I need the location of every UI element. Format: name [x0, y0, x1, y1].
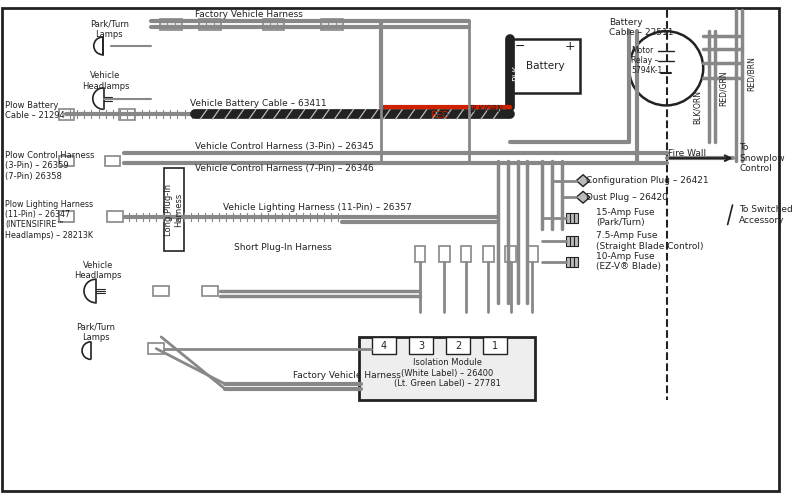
Bar	[574, 257, 578, 266]
Bar	[506, 246, 516, 261]
Text: Plow Battery
Cable – 21294: Plow Battery Cable – 21294	[5, 101, 65, 120]
Text: To
Snowplow
Control: To Snowplow Control	[739, 143, 785, 173]
Text: 10-Amp Fuse
(EZ-V® Blade): 10-Amp Fuse (EZ-V® Blade)	[596, 252, 661, 271]
Text: Long Plug-In
Harness: Long Plug-In Harness	[164, 184, 183, 236]
Text: Configuration Plug – 26421: Configuration Plug – 26421	[586, 176, 709, 185]
Text: Short Plug-In Harness: Short Plug-In Harness	[234, 243, 332, 251]
Text: 3: 3	[418, 341, 424, 351]
Text: Battery: Battery	[526, 61, 564, 71]
Text: Plow Control Harness
(3-Pin) – 26359
(7-Pin) 26358: Plow Control Harness (3-Pin) – 26359 (7-…	[5, 151, 94, 181]
Text: Park/Turn
Lamps: Park/Turn Lamps	[90, 19, 129, 39]
Bar	[566, 237, 570, 246]
Bar	[510, 39, 580, 93]
Bar	[199, 18, 221, 30]
Text: 4: 4	[381, 341, 387, 351]
Bar	[154, 285, 169, 296]
Text: Park/Turn
Lamps: Park/Turn Lamps	[76, 322, 115, 342]
Bar	[160, 18, 182, 30]
Bar	[483, 246, 494, 261]
Text: 15-Amp Fuse
(Park/Turn): 15-Amp Fuse (Park/Turn)	[596, 208, 654, 228]
Bar	[566, 257, 570, 266]
Bar	[58, 156, 74, 167]
Text: Vehicle Lighting Harness (11-Pin) – 26357: Vehicle Lighting Harness (11-Pin) – 2635…	[222, 204, 411, 213]
Text: Dust Plug – 26420: Dust Plug – 26420	[586, 193, 668, 202]
Text: RED: RED	[430, 111, 449, 120]
Text: BLK/ORN: BLK/ORN	[693, 90, 702, 124]
Bar	[570, 213, 574, 223]
Text: To Switched
Accessory: To Switched Accessory	[739, 205, 793, 225]
Text: RED/BRN: RED/BRN	[746, 56, 755, 91]
Text: RED/GRN: RED/GRN	[718, 70, 727, 106]
Bar	[570, 257, 574, 266]
Text: −: −	[514, 40, 525, 53]
Bar	[446, 337, 470, 354]
Text: 2: 2	[455, 341, 461, 351]
Bar	[202, 285, 218, 296]
Bar	[149, 343, 164, 354]
Polygon shape	[576, 192, 590, 203]
Text: Battery
Cable – 22511: Battery Cable – 22511	[610, 17, 674, 37]
Text: Fire Wall: Fire Wall	[668, 149, 706, 158]
Bar	[262, 18, 284, 30]
Bar	[461, 246, 471, 261]
Bar	[574, 213, 578, 223]
Bar	[483, 337, 507, 354]
Bar	[574, 237, 578, 246]
Text: 7.5-Amp Fuse
(Straight Blade Control): 7.5-Amp Fuse (Straight Blade Control)	[596, 232, 703, 251]
Bar	[359, 337, 535, 400]
Text: BLK/ORN: BLK/ORN	[469, 105, 503, 114]
Text: Vehicle
Headlamps: Vehicle Headlamps	[74, 261, 122, 280]
Text: Vehicle Battery Cable – 63411: Vehicle Battery Cable – 63411	[190, 99, 327, 108]
Text: BLK: BLK	[512, 65, 521, 81]
Bar	[105, 156, 120, 167]
Text: Factory Vehicle Harness: Factory Vehicle Harness	[293, 371, 401, 380]
Bar	[58, 212, 74, 222]
Bar	[119, 109, 134, 120]
Bar	[414, 246, 426, 261]
Bar	[566, 213, 570, 223]
Text: Factory Vehicle Harness: Factory Vehicle Harness	[195, 10, 303, 19]
Text: Plow Lighting Harness
(11-Pin) – 26347
(INTENSIFIRE™
Headlamps) – 28213K: Plow Lighting Harness (11-Pin) – 26347 (…	[5, 200, 93, 240]
Bar	[410, 337, 433, 354]
Text: +: +	[565, 40, 576, 53]
Text: Motor
Relay –
5794K-1: Motor Relay – 5794K-1	[631, 45, 662, 75]
Bar	[322, 18, 343, 30]
Bar	[439, 246, 450, 261]
Polygon shape	[576, 175, 590, 187]
Bar	[164, 168, 184, 251]
Bar	[107, 212, 123, 222]
Text: Vehicle
Headlamps: Vehicle Headlamps	[82, 71, 130, 91]
Bar	[527, 246, 538, 261]
Bar	[570, 237, 574, 246]
Text: Vehicle Control Harness (7-Pin) – 26346: Vehicle Control Harness (7-Pin) – 26346	[195, 165, 374, 174]
Circle shape	[629, 31, 703, 105]
Bar	[58, 109, 74, 120]
Text: 1: 1	[492, 341, 498, 351]
Text: Vehicle Control Harness (3-Pin) – 26345: Vehicle Control Harness (3-Pin) – 26345	[195, 142, 374, 151]
Text: Isolation Module
(White Label) – 26400
(Lt. Green Label) – 27781: Isolation Module (White Label) – 26400 (…	[394, 358, 501, 388]
Bar	[372, 337, 395, 354]
